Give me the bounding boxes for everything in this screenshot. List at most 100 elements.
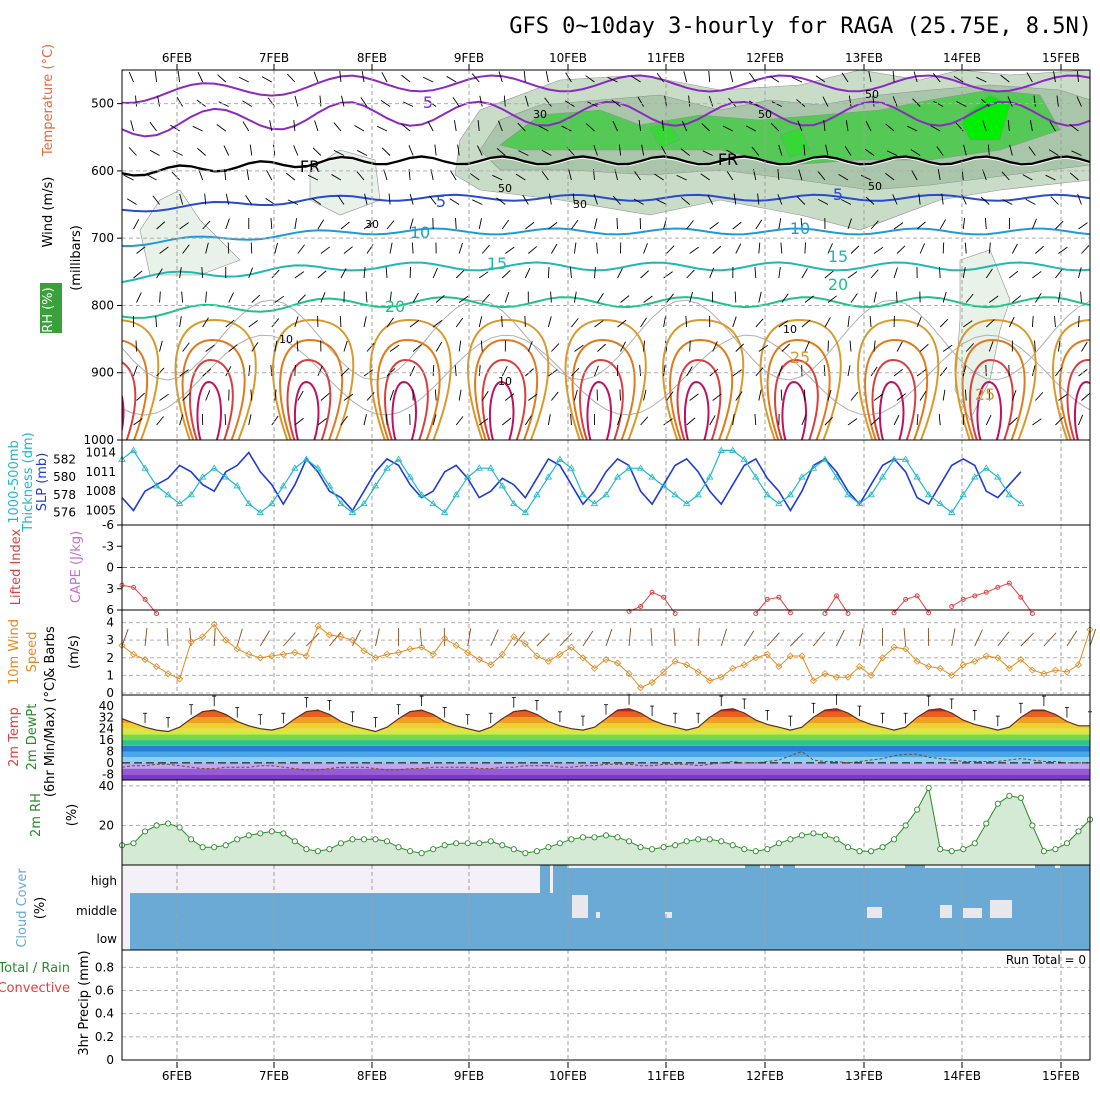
thickness-marker <box>268 499 276 507</box>
wind-barb <box>847 271 858 279</box>
wind-barb <box>1034 340 1036 352</box>
thickness-marker <box>706 473 714 480</box>
wind-barb <box>769 75 780 83</box>
wind-barb <box>585 123 595 132</box>
isotherm-warm-loop <box>383 358 429 440</box>
wind-barb <box>1050 196 1059 205</box>
wind-barb <box>481 391 489 401</box>
wind-speed-marker <box>429 650 437 658</box>
wind-speed-marker <box>637 684 645 692</box>
wind-barb <box>389 389 395 401</box>
wind-barb <box>320 246 330 254</box>
wind-barb <box>274 295 285 303</box>
thickness-marker <box>314 464 322 471</box>
isotherm-warm-loop <box>781 380 807 440</box>
wind-barb <box>294 95 299 107</box>
wind-barb <box>293 120 296 132</box>
thickness-marker <box>913 473 921 480</box>
wind-barb <box>340 415 348 426</box>
wind-barb <box>663 365 666 377</box>
date-label: 15FEB <box>1042 51 1080 65</box>
rh-shade <box>779 127 811 159</box>
rh-marker <box>522 850 529 857</box>
wind-barb <box>492 174 503 181</box>
rh-marker <box>833 836 840 843</box>
wind-barb <box>515 173 526 181</box>
li-tick-label: 6 <box>106 603 114 617</box>
wind-barb <box>259 630 270 647</box>
wind-barb <box>573 291 577 303</box>
wind-speed-marker <box>660 668 668 676</box>
wind-barb <box>573 389 578 401</box>
wind-speed-marker <box>371 654 380 662</box>
wind-barb <box>287 199 299 205</box>
thickness-marker <box>959 491 967 498</box>
wind-barb <box>340 367 350 377</box>
wind-barb <box>596 242 598 254</box>
wind-barb <box>778 365 783 377</box>
wind-barb <box>156 416 164 426</box>
wind-barb <box>152 195 160 205</box>
wind-barb <box>156 268 163 279</box>
rh-marker <box>141 828 149 835</box>
wind-barb <box>639 364 642 377</box>
wind-barb <box>550 291 552 303</box>
wind-barb <box>896 245 906 254</box>
wind-barb <box>450 170 457 181</box>
wind-barb <box>836 629 845 647</box>
thickness-marker <box>544 473 553 480</box>
cloud-gap <box>665 912 672 918</box>
wind-barb <box>242 100 252 107</box>
wind-barb <box>248 320 258 328</box>
wind-barb <box>612 195 621 205</box>
wind-barb <box>1007 120 1010 132</box>
wind-barb <box>628 628 632 647</box>
wind-speed-marker <box>763 650 771 658</box>
thickness-marker <box>948 508 956 515</box>
wind-barb <box>913 71 918 83</box>
thickness-marker <box>867 491 875 498</box>
wind-barb <box>849 340 852 352</box>
wind-speed-marker <box>1063 668 1071 676</box>
wind-barb <box>574 344 584 352</box>
rh-marker <box>165 820 172 827</box>
rh-marker <box>764 846 771 853</box>
wind-speed-marker <box>879 654 887 662</box>
wind-barb <box>478 316 483 328</box>
date-label: 10FEB <box>549 51 587 65</box>
wind-barb <box>225 193 230 205</box>
wind-barb <box>618 144 621 156</box>
rh-marker <box>775 840 782 847</box>
temp-band <box>122 751 1090 758</box>
wind-speed-marker <box>867 671 875 679</box>
wind-barb <box>685 315 688 328</box>
wind-barb <box>681 120 688 132</box>
wind-barb <box>409 193 414 205</box>
wind-barb <box>985 268 993 279</box>
lifted-index-marker <box>845 611 851 617</box>
wind-barb <box>850 391 859 401</box>
wind-barb <box>813 631 826 647</box>
wind-barb <box>859 628 864 647</box>
wind-barb <box>726 149 736 156</box>
thickness-marker <box>245 499 253 507</box>
wind-barb <box>419 628 423 647</box>
rh-marker <box>798 832 805 839</box>
isotherm-warm-loop <box>1073 380 1090 440</box>
thickness-marker <box>417 491 426 498</box>
wind-barb <box>250 389 253 401</box>
slp-tick-label: 1011 <box>85 465 116 479</box>
wind-barb <box>689 291 694 303</box>
rh-marker <box>625 838 633 845</box>
wind-barb <box>985 414 992 426</box>
wind-barb <box>333 122 342 132</box>
wind-barb <box>697 628 700 647</box>
wind-barb <box>197 147 206 156</box>
wind-speed-marker <box>717 673 725 681</box>
wind-barb <box>974 629 983 647</box>
wind-speed-marker <box>982 652 990 660</box>
wind-speed-marker <box>625 670 633 678</box>
wind-barb <box>559 632 573 647</box>
wind-barb <box>401 123 411 132</box>
